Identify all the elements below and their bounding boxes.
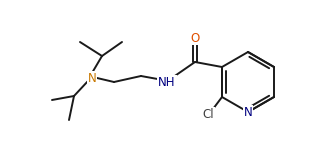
Text: N: N [88, 72, 96, 85]
Text: N: N [244, 106, 252, 119]
Text: Cl: Cl [202, 108, 214, 120]
Text: NH: NH [158, 76, 176, 88]
Text: O: O [190, 32, 200, 45]
